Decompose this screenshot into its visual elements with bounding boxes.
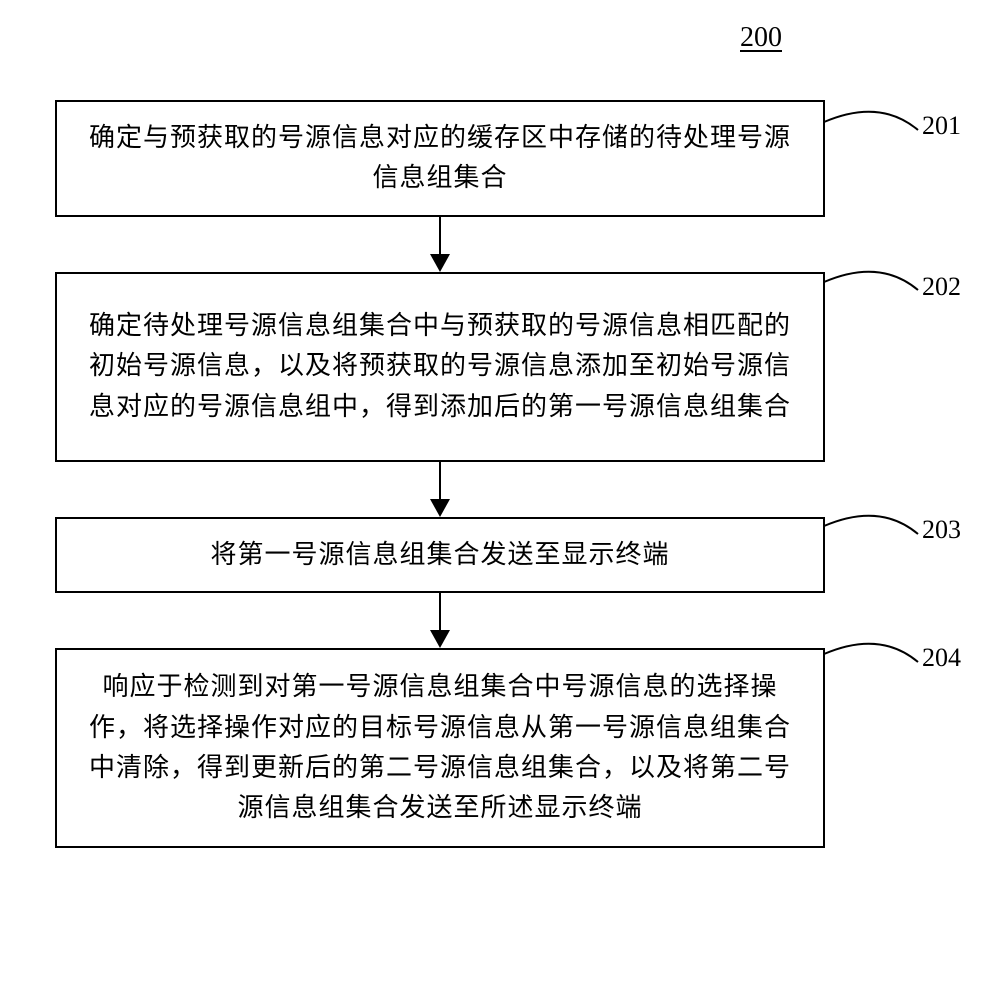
figure-number: 200 — [740, 22, 782, 54]
arrow-line — [439, 462, 442, 502]
arrow-2 — [55, 462, 825, 517]
leader-path — [824, 112, 918, 130]
step-box-204: 响应于检测到对第一号源信息组集合中号源信息的选择操作，将选择操作对应的目标号源信… — [55, 648, 825, 848]
step-box-201: 确定与预获取的号源信息对应的缓存区中存储的待处理号源信息组集合 — [55, 100, 825, 217]
arrow-head-icon — [430, 630, 450, 648]
arrow-line — [439, 217, 442, 257]
step-box-202: 确定待处理号源信息组集合中与预获取的号源信息相匹配的初始号源信息，以及将预获取的… — [55, 272, 825, 462]
leader-path — [824, 644, 918, 662]
step-label-201: 201 — [922, 111, 961, 141]
step-label-204: 204 — [922, 643, 961, 673]
arrow-line — [439, 593, 442, 633]
arrow-head-icon — [430, 254, 450, 272]
step-text: 将第一号源信息组集合发送至显示终端 — [210, 535, 669, 575]
step-label-202: 202 — [922, 272, 961, 302]
leader-path — [824, 516, 918, 534]
arrow-1 — [55, 217, 825, 272]
step-label-203: 203 — [922, 515, 961, 545]
arrow-3 — [55, 593, 825, 648]
flowchart-container: 确定与预获取的号源信息对应的缓存区中存储的待处理号源信息组集合 确定待处理号源信… — [55, 100, 825, 848]
arrow-head-icon — [430, 499, 450, 517]
leader-path — [824, 272, 918, 290]
step-text: 确定待处理号源信息组集合中与预获取的号源信息相匹配的初始号源信息，以及将预获取的… — [87, 306, 793, 427]
step-box-203: 将第一号源信息组集合发送至显示终端 — [55, 517, 825, 593]
step-text: 确定与预获取的号源信息对应的缓存区中存储的待处理号源信息组集合 — [87, 118, 793, 199]
step-text: 响应于检测到对第一号源信息组集合中号源信息的选择操作，将选择操作对应的目标号源信… — [87, 667, 793, 828]
